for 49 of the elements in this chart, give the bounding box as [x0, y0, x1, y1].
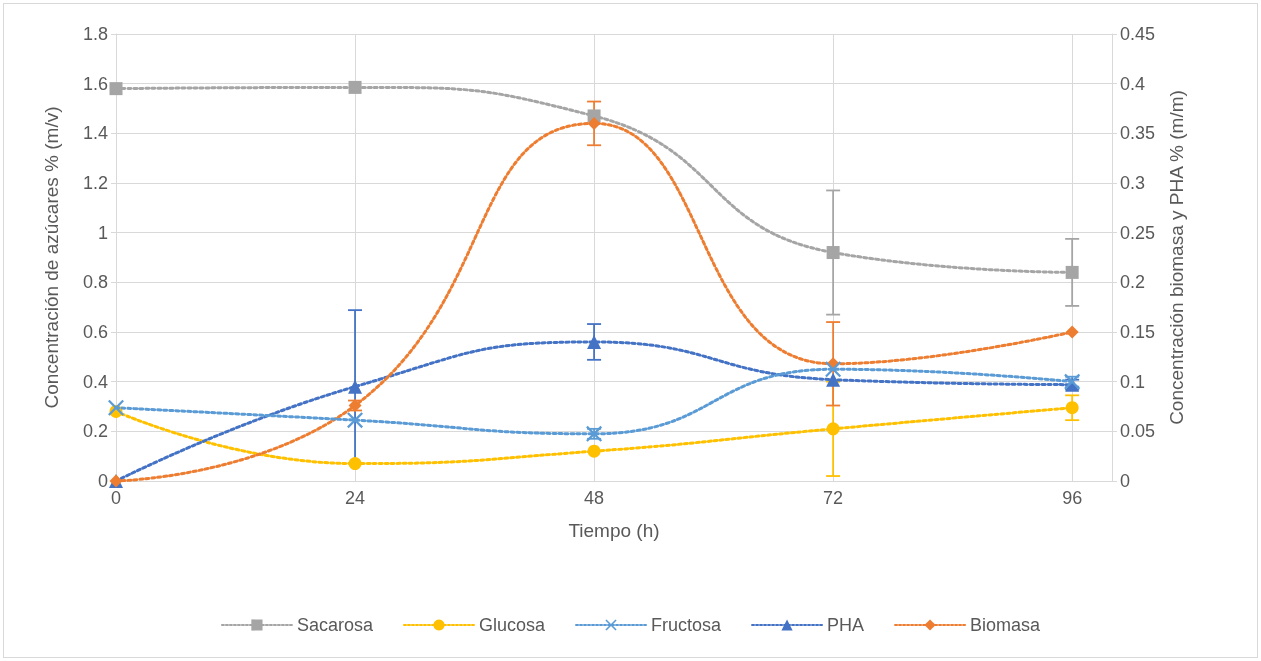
y-tick-label: 0.4	[82, 371, 108, 392]
y-tick-label: 1.4	[82, 123, 108, 144]
legend-label: PHA	[827, 615, 865, 635]
y2-tick-label: 0.35	[1120, 123, 1156, 144]
y2-tick-label: 0.1	[1120, 371, 1146, 392]
y-tick-label: 0.6	[82, 322, 108, 342]
point	[1065, 401, 1079, 415]
y2-tick-label: 0	[1120, 471, 1131, 491]
point	[587, 334, 602, 349]
y-tick-label: 0	[97, 471, 108, 491]
point	[1065, 265, 1079, 279]
legend-label: Glucosa	[478, 615, 546, 635]
point	[1065, 325, 1079, 339]
y2-tick-label: 0.05	[1120, 421, 1156, 442]
legend-label: Fructosa	[651, 615, 723, 635]
x-tick-label: 24	[345, 488, 366, 508]
y-axis-title: Concentración de azúcares % (m/v)	[41, 106, 62, 409]
point	[826, 372, 841, 387]
x-tick-label: 96	[1062, 488, 1083, 508]
legend-label: Sacarosa	[296, 615, 374, 635]
y2-tick-label: 0.3	[1120, 173, 1146, 193]
y-tick-label: 0.2	[82, 421, 108, 442]
y-tick-label: 1.6	[82, 73, 108, 94]
point	[587, 444, 601, 458]
point	[348, 80, 362, 94]
point	[826, 422, 840, 436]
y2-tick-label: 0.2	[1120, 272, 1146, 293]
x-axis-title: Tiempo (h)	[568, 520, 660, 541]
x-tick-label: 48	[584, 488, 605, 508]
y-tick-label: 1.8	[82, 24, 108, 44]
y-tick-label: 1.2	[82, 173, 108, 193]
point	[347, 412, 364, 429]
y-tick-label: 0.8	[82, 272, 108, 293]
point	[587, 116, 601, 130]
point	[108, 399, 124, 416]
point	[348, 457, 362, 471]
point	[109, 82, 123, 96]
y-tick-label: 1	[97, 222, 108, 243]
y2-tick-label: 0.15	[1120, 322, 1156, 342]
legend-label: Biomasa	[970, 615, 1042, 635]
point	[348, 379, 363, 394]
point	[825, 361, 842, 378]
x-tick-label: 0	[110, 488, 122, 508]
y2-tick-label: 0.25	[1120, 222, 1156, 243]
point	[826, 246, 840, 260]
y2-tick-label: 0.45	[1120, 24, 1156, 44]
y2-tick-label: 0.4	[1120, 73, 1146, 94]
y2-axis-title: Concentración biomasa y PHA % (m/m)	[1166, 90, 1187, 425]
x-tick-label: 72	[823, 488, 844, 508]
